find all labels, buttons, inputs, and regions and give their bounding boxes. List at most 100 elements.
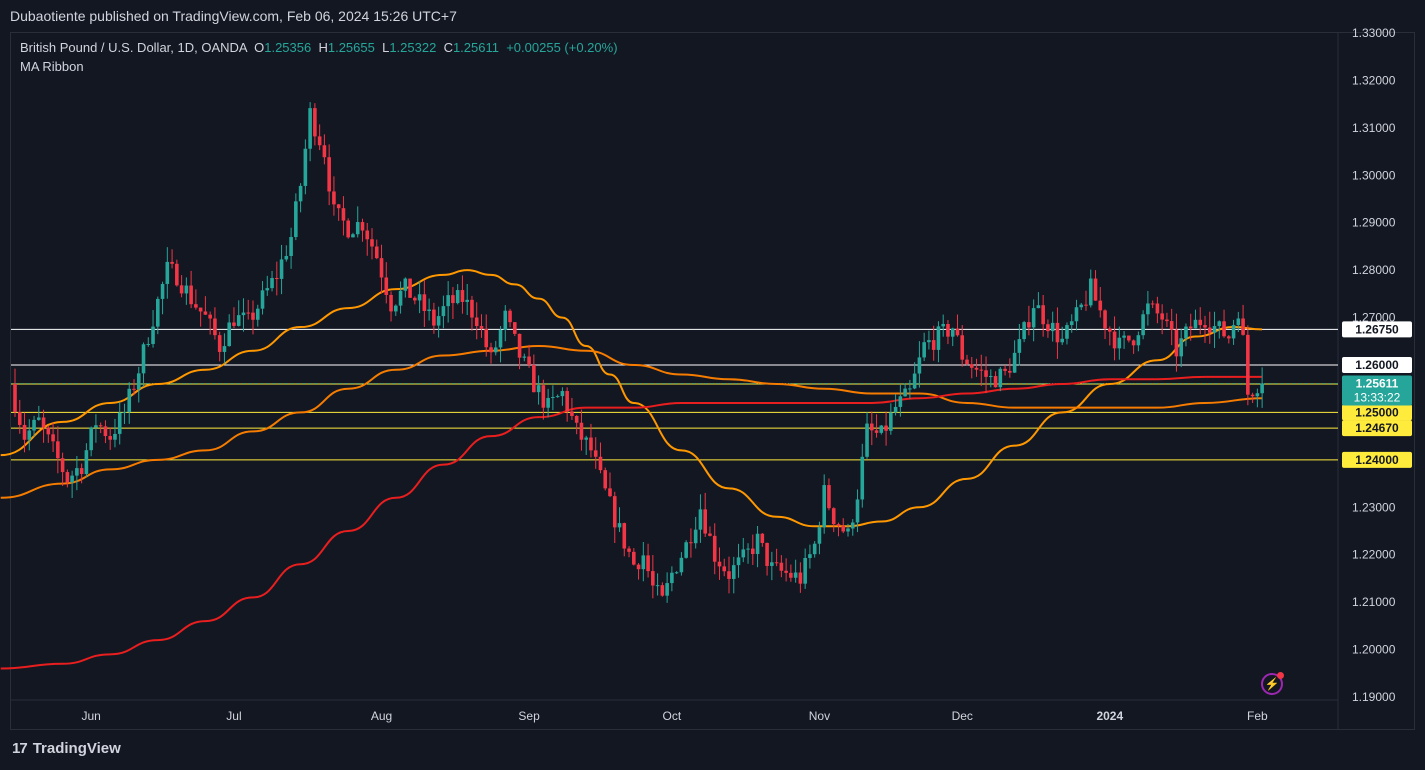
candle-body[interactable] <box>1184 326 1188 339</box>
candle-body[interactable] <box>627 548 631 552</box>
candle-body[interactable] <box>194 304 198 308</box>
candle-body[interactable] <box>1141 314 1145 336</box>
candle-body[interactable] <box>184 285 189 294</box>
candle-body[interactable] <box>351 234 355 238</box>
candle-body[interactable] <box>408 278 412 298</box>
candle-body[interactable] <box>275 277 279 279</box>
candle-body[interactable] <box>736 557 741 566</box>
candle-body[interactable] <box>41 417 46 428</box>
candle-body[interactable] <box>993 376 998 388</box>
candle-body[interactable] <box>765 542 769 566</box>
candle-body[interactable] <box>1246 334 1250 395</box>
candle-body[interactable] <box>955 328 960 336</box>
candle-body[interactable] <box>246 312 251 314</box>
candle-body[interactable] <box>850 522 855 529</box>
candle-body[interactable] <box>379 258 384 278</box>
candle-body[interactable] <box>303 148 308 186</box>
candle-body[interactable] <box>265 288 270 291</box>
candle-body[interactable] <box>703 509 707 534</box>
indicator-label[interactable]: MA Ribbon <box>20 59 84 74</box>
candle-body[interactable] <box>403 278 408 291</box>
candle-body[interactable] <box>1217 321 1222 327</box>
candle-body[interactable] <box>912 373 917 389</box>
candle-body[interactable] <box>508 310 512 323</box>
candle-body[interactable] <box>208 314 212 319</box>
candle-body[interactable] <box>336 204 341 209</box>
candle-body[interactable] <box>760 533 765 543</box>
candle-body[interactable] <box>1122 335 1126 338</box>
candle-body[interactable] <box>1008 370 1012 373</box>
candle-body[interactable] <box>532 364 536 393</box>
candle-body[interactable] <box>227 322 231 347</box>
candle-body[interactable] <box>446 295 450 307</box>
candle-body[interactable] <box>236 315 241 326</box>
candle-body[interactable] <box>498 329 503 348</box>
candle-body[interactable] <box>141 344 146 374</box>
candle-body[interactable] <box>493 347 498 353</box>
candle-body[interactable] <box>989 376 993 378</box>
ma-line[interactable] <box>0 345 1263 499</box>
candle-body[interactable] <box>603 470 608 489</box>
candle-body[interactable] <box>908 388 912 390</box>
candle-body[interactable] <box>327 157 331 192</box>
candle-body[interactable] <box>156 298 160 327</box>
candle-body[interactable] <box>674 572 679 574</box>
candle-body[interactable] <box>831 508 836 525</box>
candle-body[interactable] <box>941 324 945 327</box>
candle-body[interactable] <box>922 342 926 358</box>
candle-body[interactable] <box>298 185 303 202</box>
candle-body[interactable] <box>1027 322 1031 328</box>
candle-body[interactable] <box>1198 319 1203 326</box>
candle-body[interactable] <box>284 256 289 260</box>
candle-body[interactable] <box>341 208 346 221</box>
candle-body[interactable] <box>755 533 760 555</box>
candle-body[interactable] <box>127 388 132 413</box>
candle-body[interactable] <box>355 222 360 235</box>
candle-body[interactable] <box>398 290 403 306</box>
candle-body[interactable] <box>536 385 541 393</box>
candle-body[interactable] <box>612 496 617 528</box>
candle-body[interactable] <box>808 554 812 559</box>
candle-body[interactable] <box>1255 393 1260 397</box>
candle-body[interactable] <box>846 528 850 532</box>
candle-body[interactable] <box>1084 304 1088 306</box>
candle-body[interactable] <box>689 542 693 544</box>
candle-body[interactable] <box>598 456 603 471</box>
candle-body[interactable] <box>46 427 51 435</box>
candle-body[interactable] <box>884 425 888 431</box>
candle-body[interactable] <box>1131 340 1136 346</box>
candle-body[interactable] <box>874 430 879 433</box>
candle-body[interactable] <box>1169 321 1174 330</box>
candle-body[interactable] <box>1108 328 1112 332</box>
tradingview-logo[interactable]: 17 TradingView <box>12 740 121 757</box>
candle-body[interactable] <box>1203 325 1207 328</box>
candle-body[interactable] <box>374 246 379 259</box>
candle-body[interactable] <box>222 346 227 352</box>
candle-body[interactable] <box>474 317 479 327</box>
candle-body[interactable] <box>712 535 717 562</box>
candle-body[interactable] <box>189 285 193 305</box>
candle-body[interactable] <box>517 333 522 358</box>
candle-body[interactable] <box>170 261 174 264</box>
candle-body[interactable] <box>1179 338 1183 357</box>
candle-body[interactable] <box>441 306 446 317</box>
candle-body[interactable] <box>555 396 560 398</box>
candle-body[interactable] <box>270 277 274 289</box>
candle-body[interactable] <box>289 236 293 257</box>
candle-body[interactable] <box>1079 304 1084 308</box>
candle-body[interactable] <box>513 322 517 334</box>
candle-body[interactable] <box>1127 335 1131 341</box>
candle-body[interactable] <box>522 356 527 358</box>
candle-body[interactable] <box>279 259 284 279</box>
candle-body[interactable] <box>1093 278 1098 301</box>
candle-body[interactable] <box>165 261 170 284</box>
candle-body[interactable] <box>551 397 555 399</box>
symbol-label[interactable]: British Pound / U.S. Dollar, 1D, OANDA <box>20 40 247 55</box>
candle-body[interactable] <box>70 475 74 483</box>
candle-body[interactable] <box>979 369 984 371</box>
candle-body[interactable] <box>89 427 93 451</box>
candle-body[interactable] <box>827 485 831 509</box>
candle-body[interactable] <box>665 583 669 596</box>
candle-body[interactable] <box>1069 321 1074 326</box>
candle-body[interactable] <box>1136 335 1141 346</box>
